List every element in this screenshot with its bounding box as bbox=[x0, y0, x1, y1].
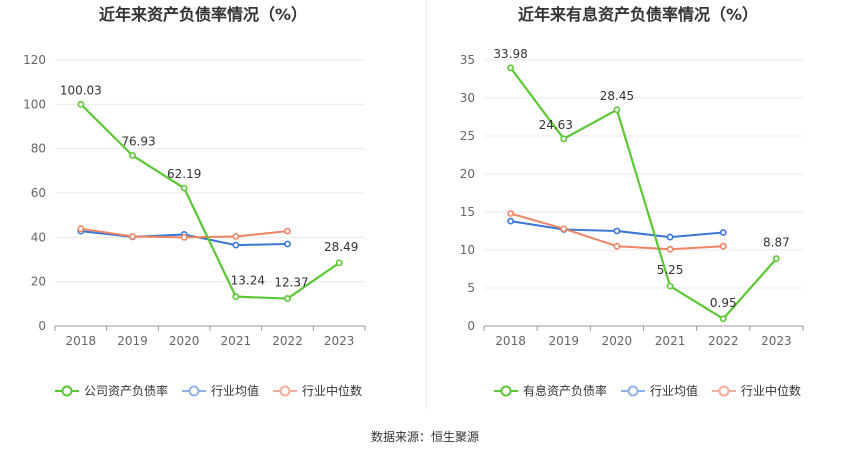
chart1-data-point-industry_avg bbox=[284, 240, 291, 248]
chart1-data-point-industry_median bbox=[180, 233, 188, 241]
chart2-x-tick-label: 2021 bbox=[655, 334, 686, 348]
chart1-x-tick-label: 2020 bbox=[169, 334, 200, 348]
chart2-legend-label: 行业均值 bbox=[650, 383, 698, 398]
chart2-y-tick-label: 30 bbox=[460, 91, 475, 105]
chart2-y-tick-label: 5 bbox=[467, 281, 475, 295]
chart1-data-label: 13.24 bbox=[231, 274, 265, 288]
chart1-data-point-industry_median bbox=[77, 225, 85, 233]
chart2-data-point-industry_median bbox=[719, 242, 727, 250]
chart2-x-tick-label: 2018 bbox=[495, 334, 526, 348]
chart1-legend-label: 公司资产负债率 bbox=[84, 383, 168, 398]
chart1-data-label: 62.19 bbox=[167, 167, 201, 181]
chart1-data-point-company bbox=[77, 100, 85, 108]
chart2-data-label: 28.45 bbox=[600, 89, 634, 103]
chart1-y-tick-label: 80 bbox=[31, 142, 46, 156]
chart1-data-point-company bbox=[284, 295, 291, 302]
chart1-data-label: 28.49 bbox=[324, 240, 358, 254]
chart1-legend-label: 行业中位数 bbox=[302, 383, 362, 398]
chart2-data-point-industry_median bbox=[560, 225, 568, 233]
chart2-data-point-industry_median bbox=[507, 210, 514, 217]
chart1-legend-swatch-marker bbox=[61, 385, 73, 397]
chart2-legend-swatch-marker bbox=[627, 385, 639, 397]
chart2-legend-swatch-marker bbox=[718, 385, 730, 397]
chart1-data-point-company bbox=[232, 293, 240, 301]
chart1-legend-label: 行业均值 bbox=[211, 383, 259, 398]
chart1-x-tick-label: 2018 bbox=[66, 334, 97, 348]
chart1-title: 近年来资产负债率情况（%） bbox=[99, 5, 307, 24]
chart2-y-tick-label: 35 bbox=[460, 53, 475, 67]
chart1-x-tick-label: 2023 bbox=[324, 334, 355, 348]
chart2-data-label: 33.98 bbox=[493, 47, 527, 61]
chart1-data-point-industry_avg bbox=[232, 241, 240, 249]
chart1-x-tick-label: 2019 bbox=[117, 334, 148, 348]
chart2-data-point-company bbox=[773, 255, 780, 262]
chart2-data-label: 5.25 bbox=[657, 263, 684, 277]
chart1-series-line-company bbox=[80, 103, 340, 300]
chart2-data-label: 8.87 bbox=[763, 236, 790, 250]
chart2-data-point-company bbox=[507, 64, 514, 72]
chart2-title: 近年来有息资产负债率情况（%） bbox=[518, 5, 758, 24]
chart2-data-point-company bbox=[613, 106, 621, 114]
chart1-data-point-industry_median bbox=[129, 233, 136, 240]
chart2-x-tick-label: 2020 bbox=[602, 334, 633, 348]
chart2-data-point-industry_median bbox=[613, 242, 621, 250]
chart1-data-point-company bbox=[335, 259, 343, 267]
chart2-y-tick-label: 15 bbox=[460, 205, 475, 219]
chart2-data-point-industry_avg bbox=[666, 233, 674, 241]
chart2-data-point-company bbox=[666, 282, 674, 290]
chart2-data-label: 0.95 bbox=[710, 296, 737, 310]
chart1-x-tick-label: 2021 bbox=[221, 334, 252, 348]
chart1-data-label: 12.37 bbox=[274, 276, 308, 290]
chart2-x-tick-label: 2022 bbox=[708, 334, 739, 348]
chart2-x-tick-label: 2019 bbox=[548, 334, 579, 348]
chart2-legend-label: 有息资产负债率 bbox=[523, 383, 607, 398]
chart1-data-point-company bbox=[180, 184, 188, 192]
chart2-data-point-industry_avg bbox=[507, 217, 514, 225]
chart1-y-tick-label: 20 bbox=[31, 275, 46, 289]
chart2-data-point-industry_median bbox=[666, 245, 674, 253]
chart2-legend-label: 行业中位数 bbox=[741, 383, 801, 398]
chart1-data-point-industry_median bbox=[284, 227, 291, 235]
chart2-legend-swatch-marker bbox=[500, 385, 512, 397]
chart1-legend-swatch-marker bbox=[279, 385, 291, 397]
chart1-x-tick-label: 2022 bbox=[272, 334, 303, 348]
chart2-x-tick-label: 2023 bbox=[761, 334, 792, 348]
chart1-data-point-company bbox=[129, 152, 136, 159]
chart1-y-tick-label: 60 bbox=[31, 186, 46, 200]
chart2-data-point-industry_avg bbox=[719, 229, 727, 236]
chart2-data-label: 24.63 bbox=[539, 118, 573, 132]
chart2-data-point-company bbox=[560, 135, 568, 143]
chart1-y-tick-label: 40 bbox=[31, 230, 46, 244]
chart1-data-label: 100.03 bbox=[60, 83, 102, 97]
chart2-data-point-company bbox=[719, 315, 727, 323]
data-source-note: 数据来源：恒生聚源 bbox=[370, 430, 479, 444]
chart2-data-point-industry_avg bbox=[613, 227, 621, 235]
panel-divider bbox=[426, 0, 427, 410]
chart2-y-tick-label: 0 bbox=[467, 319, 475, 333]
chart1-y-tick-label: 0 bbox=[38, 319, 46, 333]
chart1-y-tick-label: 100 bbox=[23, 97, 46, 111]
chart1-legend-swatch-marker bbox=[188, 385, 200, 397]
chart1-data-point-industry_median bbox=[232, 233, 240, 240]
chart2-y-tick-label: 25 bbox=[460, 129, 475, 143]
chart2-y-tick-label: 10 bbox=[460, 243, 475, 257]
chart2-y-tick-label: 20 bbox=[460, 167, 475, 181]
chart2-series-line-company bbox=[509, 67, 778, 320]
chart1-data-label: 76.93 bbox=[121, 134, 155, 148]
chart1-y-tick-label: 120 bbox=[23, 53, 46, 67]
